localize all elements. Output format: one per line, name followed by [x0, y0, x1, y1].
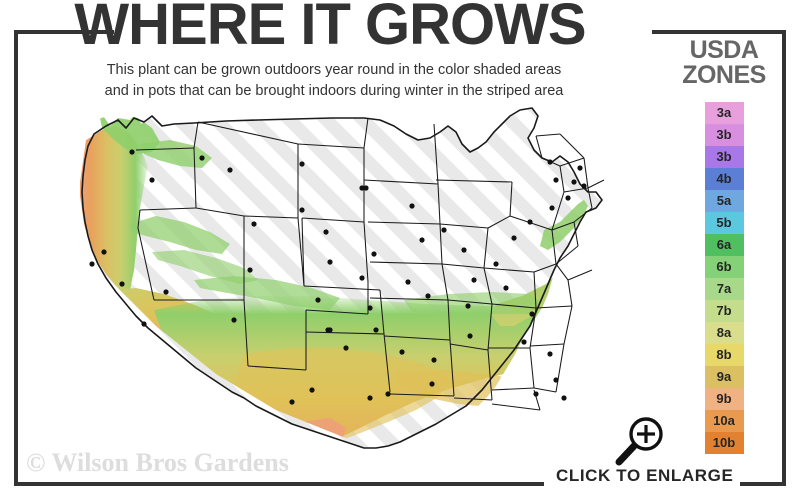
- zone-swatch-label: 4b: [716, 171, 732, 186]
- zone-swatch-3b: 3b: [704, 146, 744, 168]
- page-subtitle: This plant can be grown outdoors year ro…: [34, 60, 634, 102]
- zone-swatch-6b: 6b: [704, 256, 744, 278]
- zone-swatch-label: 5b: [716, 215, 732, 230]
- subtitle-line-1: This plant can be grown outdoors year ro…: [106, 62, 562, 78]
- zone-swatch-3b: 3b: [704, 124, 744, 146]
- chesapeake-green-strip: [540, 200, 588, 250]
- zone-swatch-label: 3b: [716, 149, 732, 164]
- zone-swatch-8a: 8a: [704, 322, 744, 344]
- border-top-left: [14, 30, 114, 34]
- usda-zones-title-line-2: ZONES: [682, 61, 766, 89]
- usda-zones-swatch-list: 3a 3b 3b 4b 5a 5b 6a 6b 7a 7b 8a 8b 9a 9b 10a 10b: [704, 102, 744, 454]
- border-right: [782, 30, 786, 486]
- zone-swatch-4b: 4b: [704, 168, 744, 190]
- zone-swatch-label: 8a: [716, 325, 732, 340]
- nevada-green-finger: [152, 250, 258, 284]
- border-bottom-left: [14, 482, 544, 486]
- border-top-right: [652, 30, 786, 34]
- zone-swatch-6a: 6a: [704, 234, 744, 256]
- zone-swatch-label: 8b: [716, 347, 732, 362]
- zone-swatch-label: 9b: [716, 391, 732, 406]
- zone-swatch-label: 5a: [716, 193, 732, 208]
- zone-swatch-8b: 8b: [704, 344, 744, 366]
- zone-swatch-7b: 7b: [704, 300, 744, 322]
- tennessee-green-wedge: [404, 292, 542, 314]
- subtitle-line-2: and in pots that can be brought indoors …: [104, 83, 564, 100]
- map-svg: [80, 107, 605, 449]
- zone-swatch-3a: 3a: [704, 102, 744, 124]
- zone-swatch-label: 7b: [716, 303, 732, 318]
- zone-swatch-label: 3b: [716, 127, 732, 142]
- border-left: [14, 30, 18, 486]
- zone-swatch-5b: 5b: [704, 212, 744, 234]
- zone-swatch-label: 7a: [716, 281, 732, 296]
- zone-swatch-5a: 5a: [704, 190, 744, 212]
- great-basin-green-finger: [130, 216, 230, 254]
- usda-zone-map[interactable]: [44, 104, 644, 464]
- page-title: WHERE IT GROWS: [74, 0, 586, 57]
- zone-swatch-10b: 10b: [704, 432, 744, 454]
- city-dots: [89, 149, 587, 405]
- zone-swatch-7a: 7a: [704, 278, 744, 300]
- usda-zones-title-line-1: USDA: [689, 36, 759, 64]
- usda-zones-legend: USDA ZONES 3a 3b 3b 4b 5a 5b 6a 6b 7a 7b 8a 8b 9a 9b 1…: [666, 38, 782, 454]
- zone-swatch-label: 6b: [716, 259, 732, 274]
- zone-swatch-label: 6a: [716, 237, 732, 252]
- watermark: © Wilson Bros Gardens: [26, 448, 289, 477]
- zone-swatch-label: 3a: [716, 105, 732, 120]
- usda-zones-title: USDA ZONES: [666, 38, 782, 88]
- zone-swatch-9b: 9b: [704, 388, 744, 410]
- zone-swatch-label: 10b: [712, 435, 736, 450]
- click-to-enlarge-label[interactable]: CLICK TO ENLARGE: [556, 466, 734, 485]
- border-bottom-right: [740, 482, 786, 486]
- magnifier-svg: [615, 417, 663, 466]
- zone-swatch-10a: 10a: [704, 410, 744, 432]
- zone-swatch-label: 9a: [716, 369, 732, 384]
- magnifier-plus-icon[interactable]: [612, 415, 668, 467]
- national-outline: [81, 107, 603, 449]
- zone-swatch-9a: 9a: [704, 366, 744, 388]
- atlantic-coastal-strip: [492, 210, 596, 326]
- zone-swatch-label: 10a: [713, 413, 735, 428]
